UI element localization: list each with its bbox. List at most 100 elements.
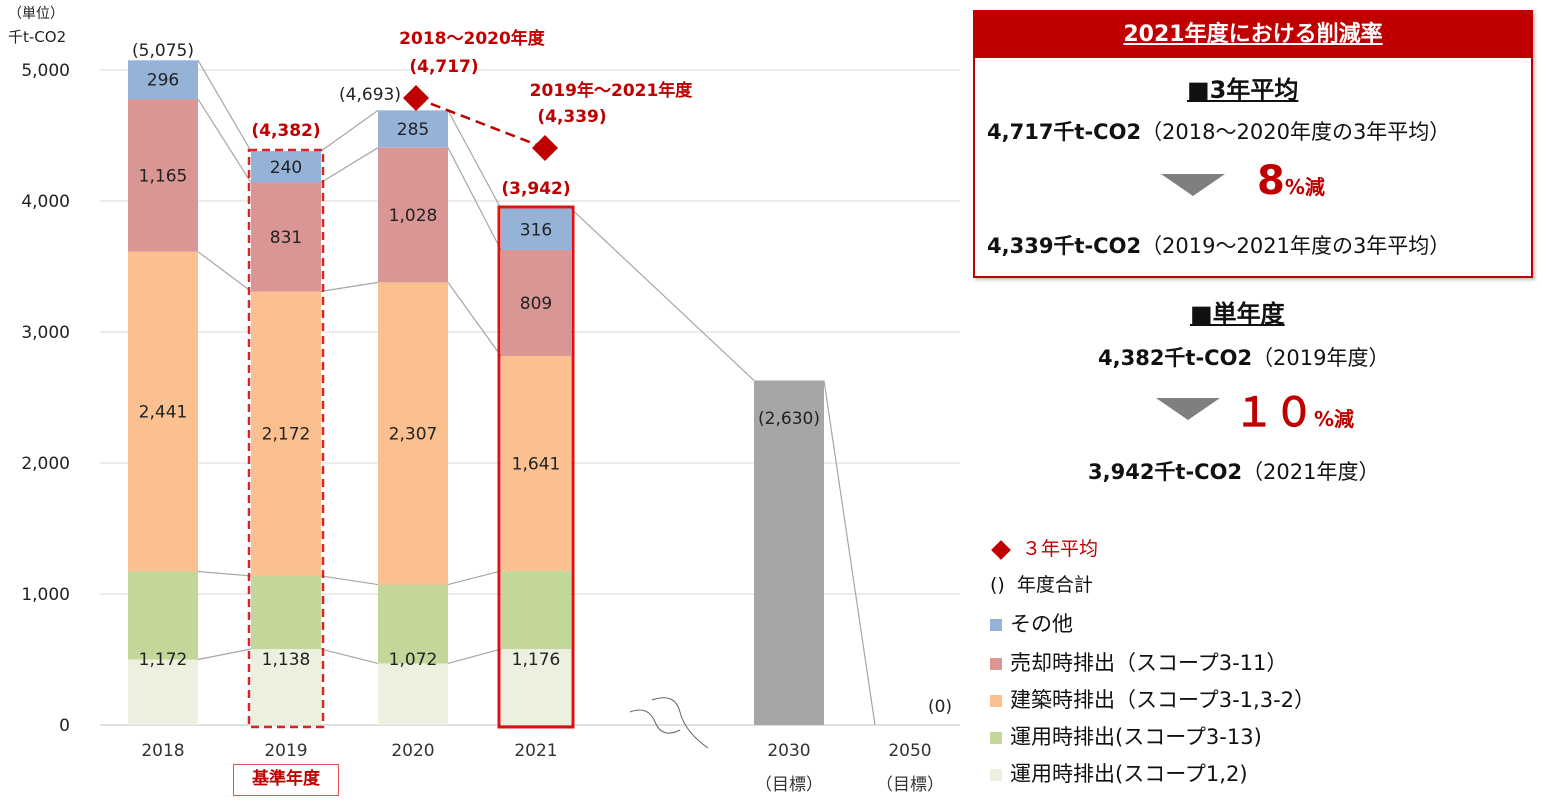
single-reduction-rate: １０%減: [1234, 380, 1354, 438]
total-label: (3,942): [501, 179, 570, 199]
segment-label: 1,172: [139, 650, 188, 670]
legend-item-other: その他: [990, 608, 1073, 638]
three-year-average-marker: [403, 85, 429, 111]
avg-from-value: 4,717千t-CO2: [987, 120, 1142, 144]
total-connector: [823, 380, 876, 726]
segment-label: 831: [270, 228, 302, 248]
segment-label: 2,307: [389, 424, 438, 444]
segment-label: 1,072: [389, 650, 438, 670]
avg-to-note: （2019～2021年度の3年平均）: [1141, 234, 1451, 258]
three-year-average-line: [415, 96, 546, 150]
series-connector: [197, 98, 252, 183]
legend-label: 建築時排出（スコープ3-1,3-2）: [1010, 688, 1316, 712]
x-tick-sublabel: （目標）: [755, 775, 823, 795]
legend-swatch: [990, 732, 1002, 744]
x-tick-label: 2030: [767, 741, 810, 761]
legend-swatch: [990, 695, 1002, 707]
down-arrow-icon: [1161, 174, 1225, 196]
x-tick-label: 2020: [391, 741, 434, 761]
single-year-heading: ■単年度: [1190, 300, 1285, 328]
series-connector: [447, 282, 502, 357]
series-connector: [320, 147, 379, 184]
x-tick-label: 2018: [141, 741, 184, 761]
total-label: (5,075): [132, 41, 194, 61]
segment-label: 240: [270, 158, 302, 178]
total-label: (2,630): [758, 409, 820, 429]
y-tick-label: 3,000: [21, 323, 70, 343]
segment-label: 2,172: [262, 425, 311, 445]
series-connector: [447, 147, 502, 251]
unit-sublabel: 千t-CO2: [8, 28, 66, 46]
y-tick-label: 1,000: [21, 585, 70, 605]
bar-segment: [501, 570, 571, 650]
total-label: (4,382): [251, 121, 320, 141]
diamond-icon: [991, 539, 1011, 560]
current-year-highlight: [497, 205, 575, 729]
bar-segment: [378, 110, 448, 148]
avg-rate-unit: %減: [1284, 175, 1325, 199]
legend-item-total: () 年度合計: [990, 570, 1093, 600]
avg-value-label: (4,339): [537, 107, 606, 127]
segment-label: 1,138: [262, 650, 311, 670]
bar-segment: [128, 659, 198, 725]
series-connector: [447, 648, 502, 665]
segment-label: 809: [520, 294, 552, 314]
segment-label: 296: [147, 71, 179, 91]
y-tick-label: 0: [59, 716, 70, 736]
series-connector: [320, 648, 379, 665]
axis-break-icon: [629, 709, 681, 734]
legend-label: その他: [1010, 612, 1073, 636]
legend-label: 売却時排出（スコープ3-11）: [1010, 651, 1288, 675]
legend-item-sale: 売却時排出（スコープ3-11）: [990, 647, 1287, 677]
series-connector: [320, 281, 379, 292]
legend-swatch: [990, 658, 1002, 670]
series-connector: [320, 575, 379, 586]
single-from-line: 4,382千t-CO2（2019年度）: [1098, 342, 1390, 372]
axis-break-icon: [651, 697, 709, 749]
bar-segment: [251, 649, 321, 725]
legend-item-three-year-avg: ３年平均: [990, 534, 1098, 564]
emissions-bar-chart: （単位） 千t-CO2 0 1,000 2,000 3,000 4,000 5,000 1…: [8, 6, 960, 795]
series-connector: [197, 251, 252, 292]
single-rate-unit: %減: [1314, 407, 1355, 431]
total-label: (0): [928, 697, 952, 717]
y-tick-label: 2,000: [21, 454, 70, 474]
segment-label: 316: [520, 220, 552, 240]
down-arrow-icon: [1156, 398, 1220, 420]
bar-segment: [378, 147, 448, 283]
segment-label: 1,641: [512, 454, 561, 474]
bar-segment: [251, 151, 321, 183]
three-year-average-heading: ■3年平均: [1187, 76, 1299, 104]
legend-item-operation-scope1-2: 運用時排出(スコープ1,2): [990, 758, 1248, 788]
segment-label: 285: [397, 120, 429, 140]
bar-segment: [378, 584, 448, 664]
unit-label: （単位）: [8, 6, 64, 22]
series-connector: [320, 109, 379, 152]
legend-label: 年度合計: [1016, 574, 1093, 596]
x-tick-label: 2050: [888, 741, 931, 761]
y-tick-label: 4,000: [21, 192, 70, 212]
total-label: (4,693): [339, 85, 401, 105]
segment-label: 2,441: [139, 403, 188, 423]
bar-segment: [251, 182, 321, 292]
legend-swatch: [990, 619, 1002, 631]
single-from-note: （2019年度）: [1252, 346, 1390, 370]
reduction-rate-box: 2021年度における削減率 ■3年平均 4,717千t-CO2（2018～202…: [973, 10, 1533, 278]
segment-label: 1,176: [512, 650, 561, 670]
single-to-line: 3,942千t-CO2（2021年度）: [1088, 456, 1380, 486]
avg-to-value: 4,339千t-CO2: [987, 234, 1142, 258]
avg-to-line: 4,339千t-CO2（2019～2021年度の3年平均）: [987, 230, 1450, 260]
avg-value-label: (4,717): [409, 57, 478, 77]
total-connector: [570, 208, 755, 381]
bar-segment: [251, 291, 321, 576]
three-year-average-marker: [532, 135, 558, 161]
bar-segment: [501, 355, 571, 571]
segment-label: 1,165: [139, 166, 188, 186]
base-year-badge: 基準年度: [233, 764, 339, 796]
legend-total-symbol: (): [990, 574, 1005, 596]
y-tick-label: 5,000: [21, 61, 70, 81]
single-rate-number: １０: [1234, 390, 1314, 436]
segment-label: 1,028: [389, 206, 438, 226]
bar-segment: [251, 575, 321, 650]
legend-label: 運用時排出(スコープ1,2): [1010, 762, 1248, 786]
